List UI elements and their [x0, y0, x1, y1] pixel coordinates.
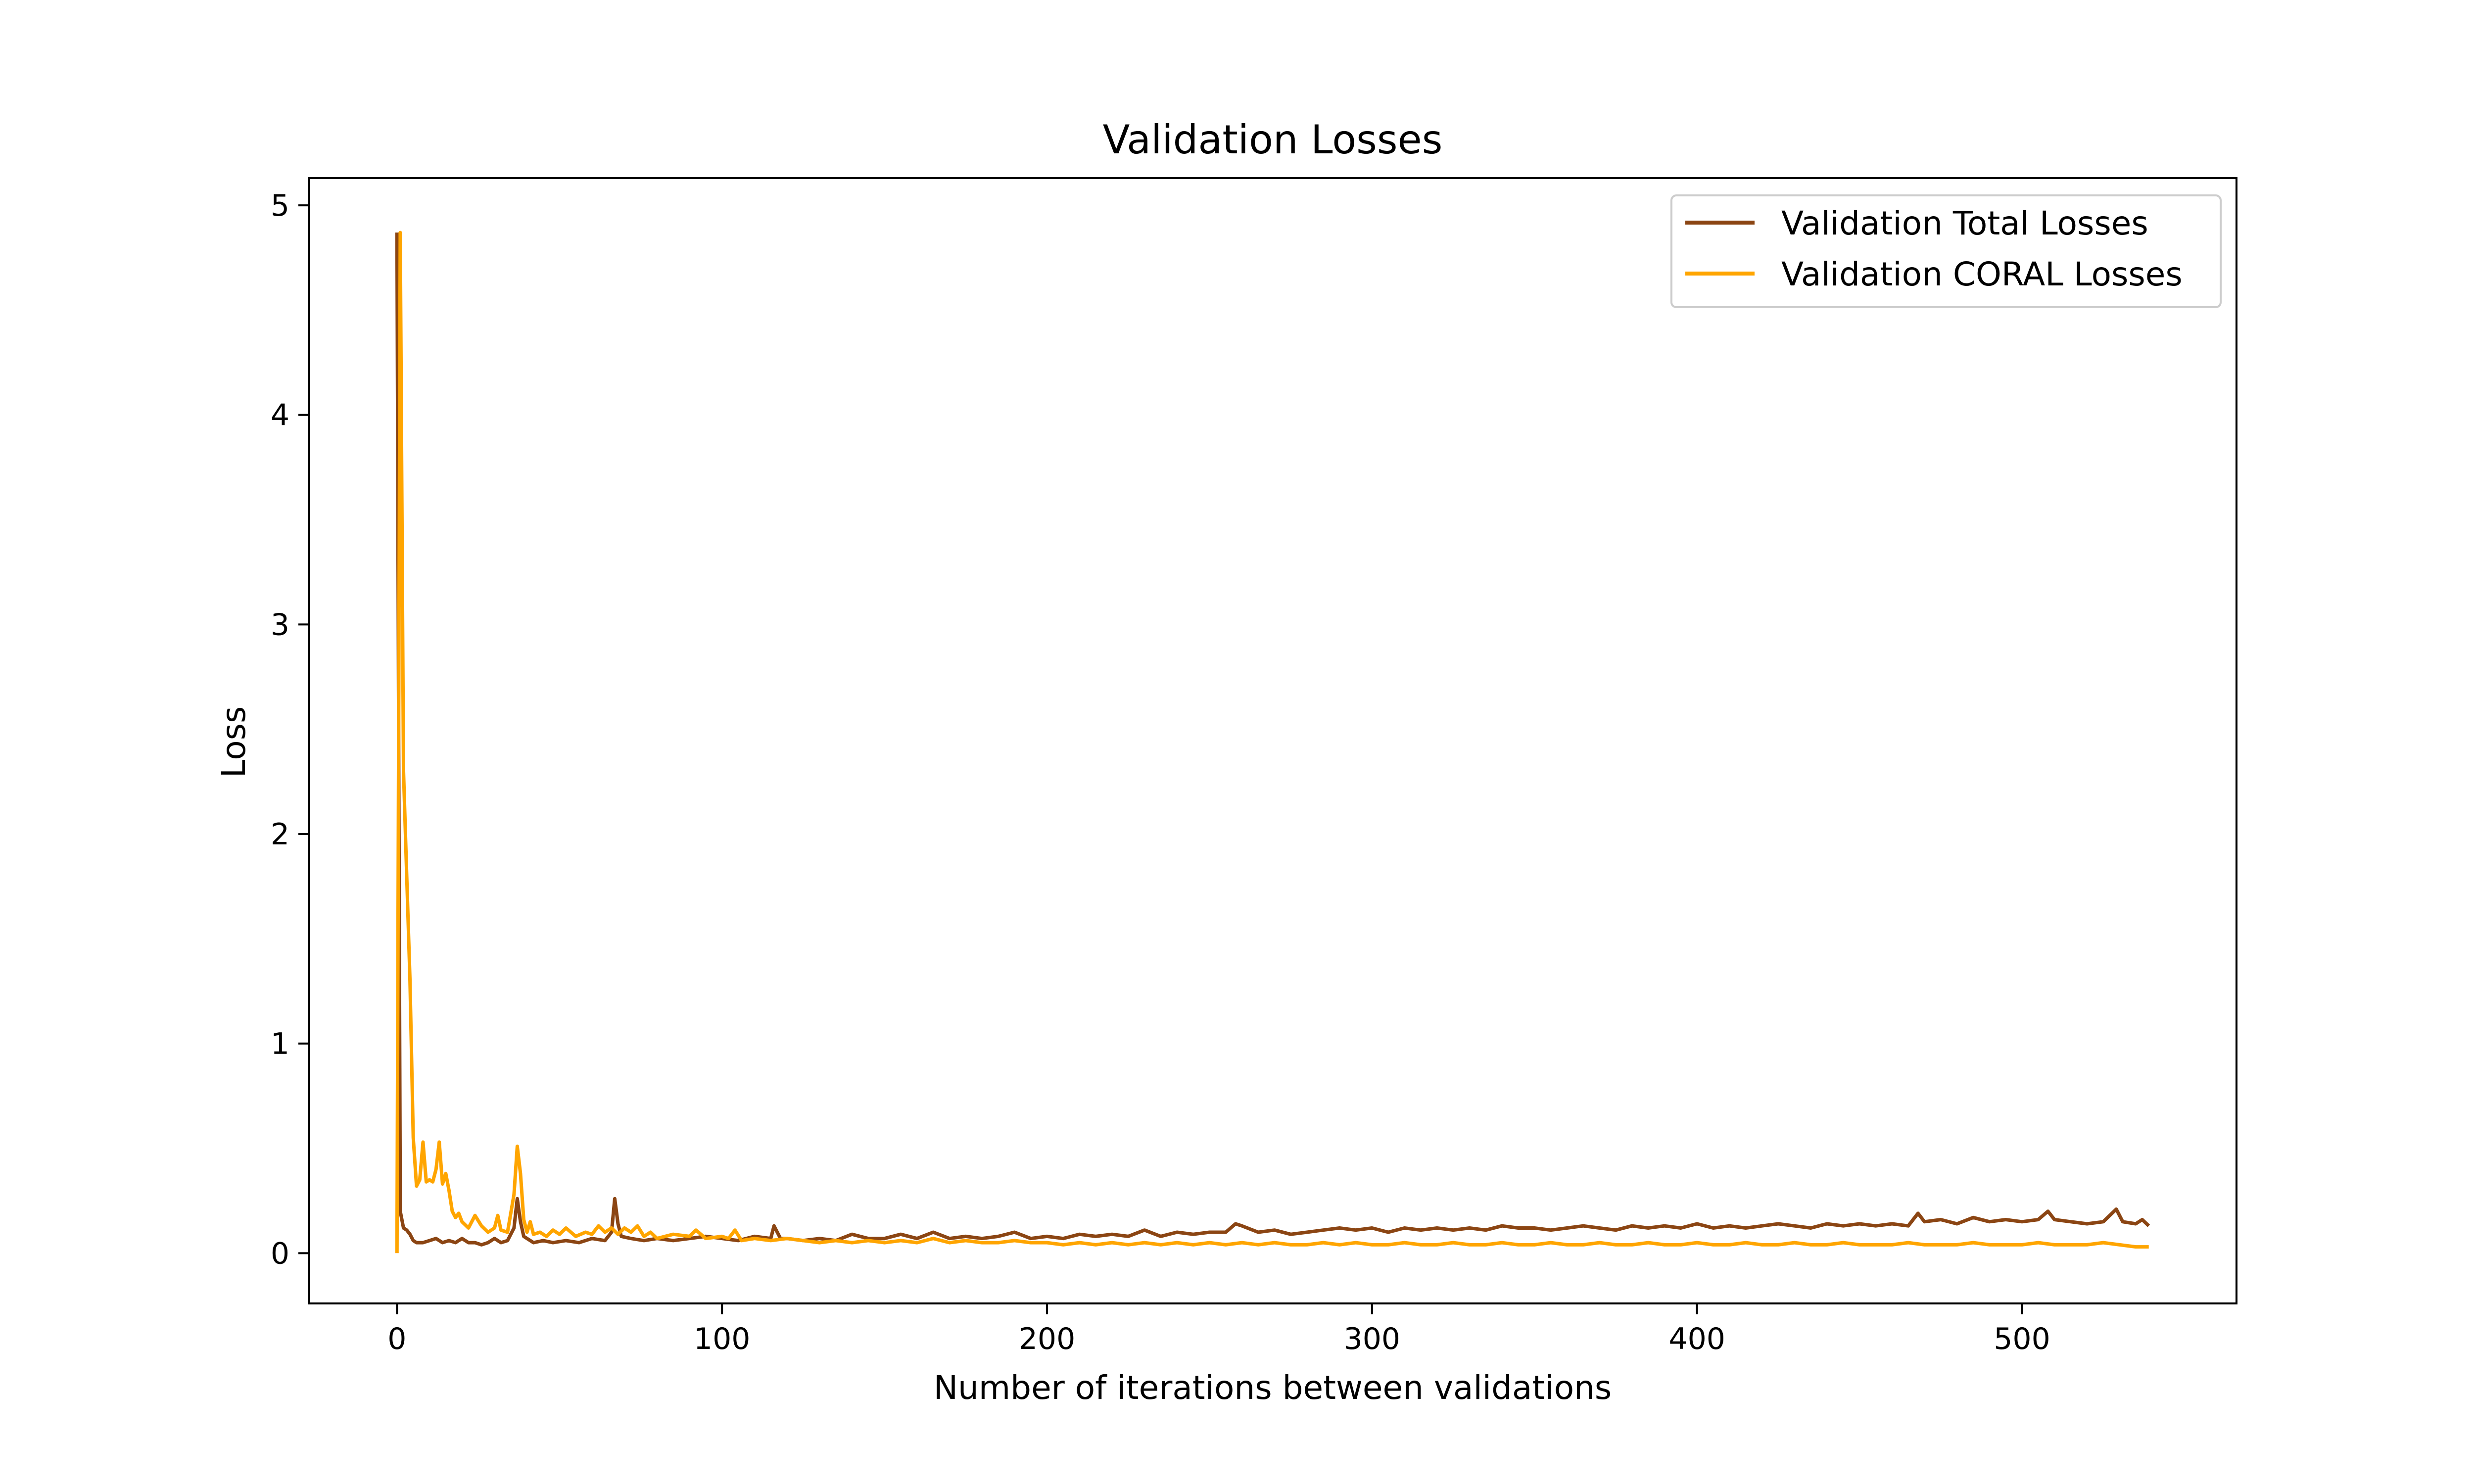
x-axis: 0 100 200 300 400 500	[387, 1303, 2050, 1356]
x-axis-label: Number of iterations between validations	[934, 1369, 1612, 1407]
x-tick-label: 0	[387, 1322, 406, 1356]
y-tick-label: 1	[271, 1027, 289, 1062]
x-tick-label: 100	[694, 1322, 751, 1356]
legend: Validation Total Losses Validation CORAL…	[1670, 194, 2222, 308]
y-axis-label: Loss	[215, 706, 253, 778]
chart-title: Validation Losses	[1103, 117, 1443, 163]
series-line-total-losses	[395, 232, 2150, 1247]
y-tick-label: 4	[271, 398, 289, 433]
y-axis: 0 1 2 3 4 5	[271, 188, 309, 1271]
y-tick-label: 5	[271, 188, 289, 223]
x-tick-label: 200	[1019, 1322, 1076, 1356]
x-tick-label: 300	[1344, 1322, 1401, 1356]
plot-frame	[308, 177, 2237, 1304]
y-tick-label: 0	[271, 1236, 289, 1271]
y-tick-label: 2	[271, 817, 289, 852]
legend-label-coral-losses: Validation CORAL Losses	[1781, 255, 2183, 293]
series-line-coral-losses	[395, 231, 2149, 1253]
legend-label-total-losses: Validation Total Losses	[1781, 204, 2148, 242]
x-tick-label: 500	[1994, 1322, 2050, 1356]
series-layer	[395, 231, 2150, 1253]
legend-box	[1670, 194, 2222, 308]
x-tick-label: 400	[1668, 1322, 1725, 1356]
y-tick-label: 3	[271, 607, 289, 642]
